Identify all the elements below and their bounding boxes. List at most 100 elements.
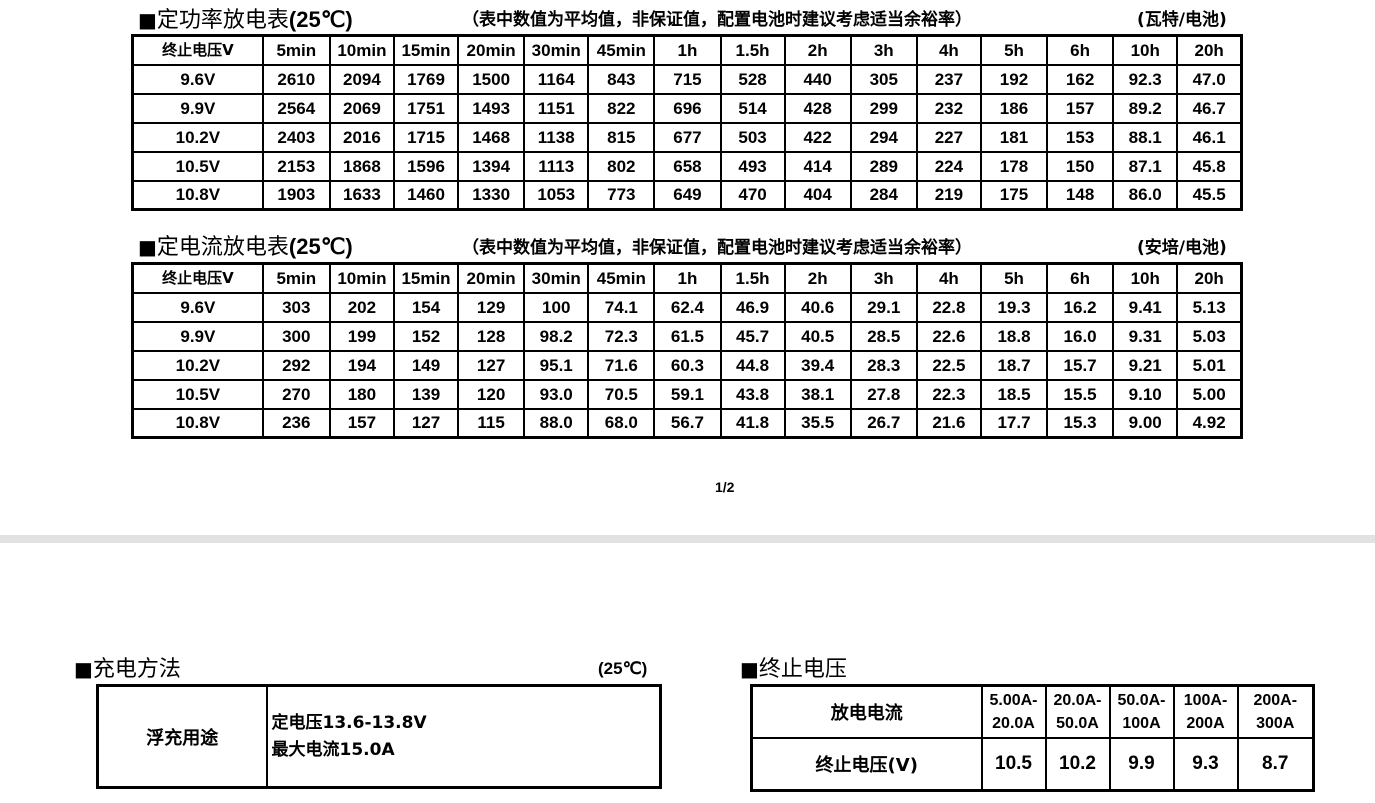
- table-cell: 186: [979, 92, 1049, 124]
- table-cell: 1151: [523, 92, 590, 124]
- range-start: 50.0A-: [1117, 691, 1166, 709]
- table-cell: 9.31: [1112, 320, 1179, 352]
- range-end: 300A: [1256, 714, 1295, 732]
- table-cell: 1164: [523, 63, 590, 95]
- table-cell: 70.5: [587, 378, 656, 410]
- table-cell: 299: [849, 92, 918, 124]
- column-header: 1.5h: [719, 34, 786, 66]
- cutoff-current-range: 20.0A- 50.0A: [1044, 684, 1111, 739]
- table-cell: 503: [719, 121, 786, 153]
- cutoff-voltage-value: 9.9: [1108, 736, 1175, 792]
- table-cell: 129: [457, 291, 526, 323]
- table-cell: 139: [392, 378, 460, 410]
- table-cell: 194: [328, 349, 395, 381]
- row-header-voltage: 9.9V: [131, 92, 264, 124]
- table-cell: 27.8: [849, 378, 918, 410]
- table-cell: 224: [915, 150, 982, 182]
- table-cell: 5.13: [1176, 291, 1243, 323]
- table-cell: 1138: [523, 121, 590, 153]
- table-cell: 696: [653, 92, 722, 124]
- table-cell: 404: [783, 179, 852, 211]
- table-cell: 181: [979, 121, 1049, 153]
- table-cell: 192: [979, 63, 1049, 95]
- table-cell: 1113: [523, 150, 590, 182]
- table-cell: 232: [915, 92, 982, 124]
- table-cell: 270: [261, 378, 331, 410]
- table-cell: 148: [1046, 179, 1115, 211]
- table-cell: 414: [783, 150, 852, 182]
- table-cell: 2610: [261, 63, 331, 95]
- table-cell: 17.7: [979, 407, 1049, 439]
- table-cell: 180: [328, 378, 395, 410]
- charge-title-text: 充电方法: [92, 657, 181, 682]
- table-cell: 5.01: [1176, 349, 1243, 381]
- table-row: 10.2V 292 194 149 127 95.1 71.6 60.3 44.8 39.4 28.…: [131, 349, 1243, 381]
- table-cell: 89.2: [1112, 92, 1179, 124]
- range-end: 20.0A: [992, 714, 1035, 732]
- column-header: 10min: [328, 34, 395, 66]
- table-cell: 95.1: [523, 349, 590, 381]
- table-cell: 303: [261, 291, 331, 323]
- table-cell: 677: [653, 121, 722, 153]
- table-row: 10.2V 2403 2016 1715 1468 1138 815 677 503 422 294…: [131, 121, 1243, 153]
- table-cell: 115: [457, 407, 526, 439]
- row-header-voltage: 10.8V: [131, 179, 264, 211]
- table-cell: 514: [719, 92, 786, 124]
- column-header: 10h: [1112, 34, 1179, 66]
- table-cell: 1751: [392, 92, 460, 124]
- table-cell: 127: [457, 349, 526, 381]
- table-cell: 15.3: [1046, 407, 1115, 439]
- table-cell: 16.0: [1046, 320, 1115, 352]
- table-cell: 35.5: [783, 407, 852, 439]
- range-end: 200A: [1186, 714, 1225, 732]
- range-start: 5.00A-: [989, 691, 1038, 709]
- cutoff-voltage-value: 10.2: [1044, 736, 1111, 792]
- table-cell: 773: [587, 179, 656, 211]
- column-header: 20min: [457, 34, 526, 66]
- column-header: 5min: [261, 262, 331, 294]
- table-cell: 18.5: [979, 378, 1049, 410]
- power-table-title-text: 定功率放电表: [156, 8, 289, 33]
- table-cell: 46.1: [1176, 121, 1243, 153]
- table-cell: 2153: [261, 150, 331, 182]
- table-cell: 15.5: [1046, 378, 1115, 410]
- table-cell: 9.00: [1112, 407, 1179, 439]
- cutoff-voltage-table: 放电电流 5.00A- 20.0A 20.0A- 50.0A 50.0A- 100A 100…: [750, 684, 1315, 792]
- table-cell: 74.1: [587, 291, 656, 323]
- column-header: 10h: [1112, 262, 1179, 294]
- table-cell: 2069: [328, 92, 395, 124]
- charge-temp: (25℃): [598, 659, 648, 678]
- power-discharge-table: 终止电压V 5min 10min 15min 20min 30min 45min 1h 1.5h…: [131, 34, 1243, 211]
- table-cell: 56.7: [653, 407, 722, 439]
- table-cell: 175: [979, 179, 1049, 211]
- table-cell: 440: [783, 63, 852, 95]
- table-cell: 120: [457, 378, 526, 410]
- column-header: 20min: [457, 262, 526, 294]
- table-cell: 422: [783, 121, 852, 153]
- table-cell: 1330: [457, 179, 526, 211]
- table-row: 10.8V 1903 1633 1460 1330 1053 773 649 470 404 284…: [131, 179, 1243, 211]
- table-cell: 28.5: [849, 320, 918, 352]
- table-cell: 60.3: [653, 349, 722, 381]
- table-cell: 39.4: [783, 349, 852, 381]
- table-cell: 38.1: [783, 378, 852, 410]
- row-header-voltage: 9.6V: [131, 63, 264, 95]
- table-cell: 98.2: [523, 320, 590, 352]
- table-cell: 22.8: [915, 291, 982, 323]
- table-cell: 300: [261, 320, 331, 352]
- table-cell: 18.7: [979, 349, 1049, 381]
- cutoff-current-label: 放电电流: [750, 684, 983, 739]
- table-cell: 1460: [392, 179, 460, 211]
- table-cell: 227: [915, 121, 982, 153]
- row-header-voltage: 10.2V: [131, 349, 264, 381]
- column-header: 45min: [587, 262, 656, 294]
- table-cell: 153: [1046, 121, 1115, 153]
- table-cell: 802: [587, 150, 656, 182]
- column-header: 20h: [1176, 262, 1243, 294]
- table-cell: 22.5: [915, 349, 982, 381]
- table-cell: 1493: [457, 92, 526, 124]
- row-header-voltage: 9.6V: [131, 291, 264, 323]
- table-cell: 1903: [261, 179, 331, 211]
- range-start: 100A-: [1183, 691, 1228, 709]
- power-table-note: （表中数值为平均值，非保证值，配置电池时建议考虑适当余裕率）: [462, 10, 972, 30]
